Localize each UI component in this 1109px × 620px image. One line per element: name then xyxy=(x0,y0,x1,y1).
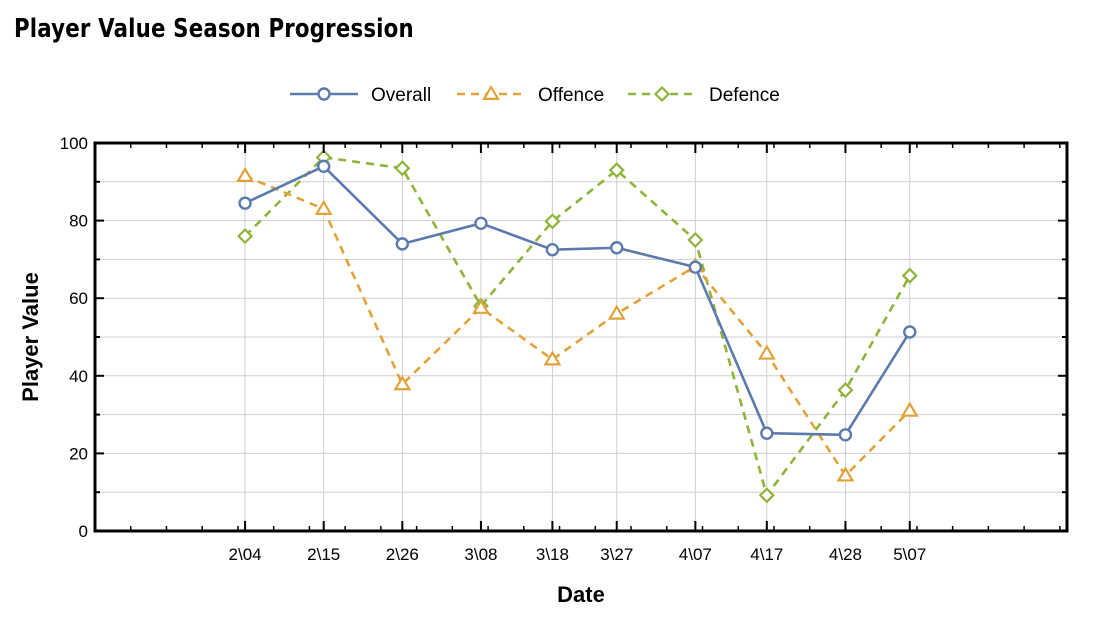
data-point-defence xyxy=(237,228,254,245)
data-point-offence xyxy=(543,350,562,366)
data-point-overall xyxy=(610,241,624,255)
x-tick-label: 3\08 xyxy=(464,545,497,564)
data-point-overall xyxy=(238,196,252,210)
legend-label: Defence xyxy=(709,85,780,106)
y-tick-label: 40 xyxy=(69,367,88,386)
data-point-defence xyxy=(837,382,854,399)
legend-item-offence: Offence xyxy=(457,84,604,106)
series-line-overall xyxy=(244,164,911,437)
data-point-overall xyxy=(395,237,410,251)
x-tick-label: 4\07 xyxy=(679,545,712,564)
data-point-overall xyxy=(903,325,917,339)
legend-item-defence: Defence xyxy=(628,85,780,106)
data-point-overall xyxy=(474,216,488,231)
x-tick-label: 3\18 xyxy=(536,545,569,564)
x-tick-label: 4\28 xyxy=(829,545,862,564)
data-point-offence xyxy=(900,401,919,417)
x-tick-label: 5\07 xyxy=(893,545,926,564)
data-point-offence xyxy=(393,375,412,391)
data-point-defence xyxy=(687,231,704,249)
series-layer xyxy=(236,149,919,504)
data-point-offence xyxy=(836,466,855,482)
x-tick-label: 4\17 xyxy=(750,545,783,564)
series-line-defence xyxy=(244,156,911,497)
legend-swatch-marker xyxy=(317,87,331,101)
legend-item-overall: Overall xyxy=(290,85,431,106)
x-tick-label: 2\04 xyxy=(229,545,262,564)
data-point-offence xyxy=(607,304,626,320)
data-point-overall xyxy=(688,260,703,274)
y-tick-label: 80 xyxy=(69,212,88,231)
series-overall xyxy=(238,159,917,442)
series-line-offence xyxy=(244,174,911,477)
plot-frame xyxy=(93,141,1069,533)
data-point-offence xyxy=(236,166,255,182)
y-axis-title: Player Value xyxy=(18,272,43,402)
legend-swatch-marker xyxy=(482,84,500,101)
data-point-overall xyxy=(317,159,331,173)
data-point-overall xyxy=(838,428,853,442)
data-point-defence xyxy=(544,213,561,230)
x-tick-label: 2\15 xyxy=(307,545,340,564)
x-tick-label: 2\26 xyxy=(386,545,419,564)
legend-swatch-marker xyxy=(653,85,671,103)
data-point-defence xyxy=(901,267,918,284)
y-tick-label: 60 xyxy=(69,289,88,308)
data-point-defence xyxy=(608,162,625,179)
y-tick-label: 20 xyxy=(69,444,88,463)
x-tick-label: 3\27 xyxy=(600,545,633,564)
data-point-offence xyxy=(314,199,333,215)
data-point-overall xyxy=(760,426,774,440)
x-axis-title: Date xyxy=(557,582,605,607)
data-point-offence xyxy=(757,344,776,360)
axes: 0 20 40 60 80 100 2\04 2\15 2\26 3\08 3\18 3\27 4\07… xyxy=(60,134,1069,564)
legend-label: Overall xyxy=(371,85,431,106)
data-point-defence xyxy=(758,487,775,504)
y-tick-label: 0 xyxy=(79,522,88,541)
chart-title: Player Value Season Progression xyxy=(14,14,414,44)
data-point-overall xyxy=(545,242,560,257)
legend-label: Offence xyxy=(538,85,604,106)
y-tick-label: 100 xyxy=(60,134,88,153)
series-defence xyxy=(237,149,918,504)
grid xyxy=(95,143,1067,531)
data-point-offence xyxy=(472,298,490,314)
data-point-defence xyxy=(394,160,411,177)
legend: Overall Offence Defence xyxy=(290,84,780,106)
